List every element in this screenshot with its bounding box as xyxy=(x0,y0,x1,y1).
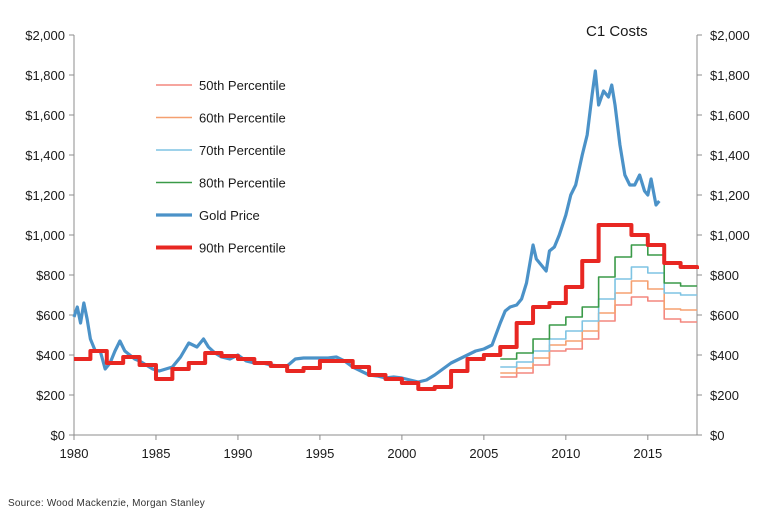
y-tick-label-right: $1,000 xyxy=(710,228,750,243)
legend-label-gold-price: Gold Price xyxy=(199,208,260,223)
x-tick-label: 2005 xyxy=(469,446,498,461)
legend-label-90th-percentile: 90th Percentile xyxy=(199,241,286,256)
y-tick-label-right: $0 xyxy=(710,428,724,443)
y-tick-label-left: $200 xyxy=(36,388,65,403)
y-tick-label-left: $600 xyxy=(36,308,65,323)
axes: $0 $0 $200 $200 $400 $400 $600 $600 $800 $800 $1,0… xyxy=(25,28,750,461)
source-note: Source: Wood Mackenzie, Morgan Stanley xyxy=(8,498,205,509)
legend-label-60th-percentile: 60th Percentile xyxy=(199,111,286,126)
y-tick-label-right: $1,800 xyxy=(710,68,750,83)
y-tick-label-right: $600 xyxy=(710,308,739,323)
x-tick-label: 1980 xyxy=(60,446,89,461)
y-tick-label-right: $1,200 xyxy=(710,188,750,203)
chart-title: C1 Costs xyxy=(586,23,648,40)
x-tick-label: 1990 xyxy=(223,446,252,461)
x-tick-label: 2015 xyxy=(633,446,662,461)
x-tick-label: 1995 xyxy=(305,446,334,461)
legend-label-70th-percentile: 70th Percentile xyxy=(199,143,286,158)
y-tick-label-left: $0 xyxy=(51,428,65,443)
y-tick-label-right: $1,600 xyxy=(710,108,750,123)
y-tick-label-left: $1,800 xyxy=(25,68,65,83)
y-tick-label-left: $400 xyxy=(36,348,65,363)
legend: 50th Percentile 60th Percentile 70th Perce… xyxy=(156,78,286,256)
x-tick-label: 1985 xyxy=(142,446,171,461)
y-tick-label-left: $1,000 xyxy=(25,228,65,243)
x-tick-label: 2010 xyxy=(551,446,580,461)
y-tick-label-right: $400 xyxy=(710,348,739,363)
y-tick-label-left: $2,000 xyxy=(25,28,65,43)
y-tick-label-right: $800 xyxy=(710,268,739,283)
y-tick-label-left: $800 xyxy=(36,268,65,283)
legend-label-80th-percentile: 80th Percentile xyxy=(199,176,286,191)
x-tick-label: 2000 xyxy=(387,446,416,461)
y-tick-label-left: $1,400 xyxy=(25,148,65,163)
series-layer xyxy=(72,69,699,391)
y-tick-label-right: $1,400 xyxy=(710,148,750,163)
series-line-90th-percentile xyxy=(74,223,699,391)
y-tick-label-left: $1,200 xyxy=(25,188,65,203)
y-tick-label-left: $1,600 xyxy=(25,108,65,123)
y-tick-label-right: $200 xyxy=(710,388,739,403)
y-tick-label-right: $2,000 xyxy=(710,28,750,43)
legend-label-50th-percentile: 50th Percentile xyxy=(199,78,286,93)
